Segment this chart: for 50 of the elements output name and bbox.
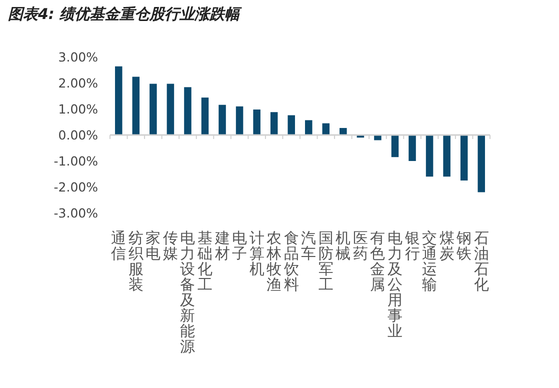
bar <box>426 135 434 177</box>
x-tick-label: 食品饮料 <box>282 229 299 294</box>
x-tick-label: 煤炭 <box>439 229 454 262</box>
x-tick-label: 家电 <box>146 229 161 262</box>
bar <box>201 98 209 135</box>
y-tick-label: 0.00% <box>58 128 98 142</box>
bar <box>218 104 226 135</box>
bar <box>478 135 485 192</box>
x-tick-label: 汽车 <box>301 229 316 262</box>
x-tick-label: 农林牧渔 <box>266 229 282 294</box>
x-tick-label: 交通运输 <box>422 229 438 294</box>
x-tick-label: 电子 <box>232 229 248 262</box>
bar <box>443 135 450 177</box>
y-tick-label: -2.00% <box>54 180 98 194</box>
x-tick-label: 有色金属 <box>370 229 386 294</box>
bar <box>166 84 174 135</box>
y-tick-label: 3.00% <box>58 50 98 64</box>
chart-title: 图表4: 绩优基金重仓股行业涨跌幅 <box>8 5 243 23</box>
x-tick-label: 通信 <box>111 229 126 262</box>
x-tick-label: 钢铁 <box>456 229 472 262</box>
bar <box>460 135 468 180</box>
x-tick-label: 传媒 <box>162 229 178 262</box>
y-tick-label: -1.00% <box>54 154 98 168</box>
y-tick-label: -3.00% <box>54 206 98 220</box>
bar <box>322 123 330 135</box>
x-tick-label: 电力及公用事业 <box>388 229 402 340</box>
bar <box>115 66 122 135</box>
bar <box>391 135 399 158</box>
y-tick-label: 1.00% <box>58 102 98 116</box>
bar <box>340 128 347 135</box>
x-tick-label: 电力设备及新能源 <box>180 229 196 356</box>
bar <box>184 87 192 135</box>
bar <box>408 135 416 161</box>
x-tick-label: 纺织服装 <box>128 229 144 294</box>
bar <box>305 120 312 135</box>
bar <box>288 115 295 135</box>
x-tick-label: 国防军工 <box>318 229 334 294</box>
x-tick-label: 医药 <box>352 229 368 262</box>
bar <box>132 76 140 135</box>
y-tick-label: 2.00% <box>58 76 98 90</box>
x-tick-label: 机械 <box>336 229 351 262</box>
bar <box>150 84 157 135</box>
bar <box>236 106 244 135</box>
x-tick-label: 银行 <box>404 229 420 262</box>
bar <box>253 110 260 135</box>
x-tick-label: 石油石化 <box>474 229 489 294</box>
x-tick-label: 计算机 <box>249 229 264 278</box>
x-tick-label: 建材 <box>214 229 230 262</box>
bar <box>270 112 278 135</box>
x-tick-label: 基础化工 <box>196 229 212 294</box>
